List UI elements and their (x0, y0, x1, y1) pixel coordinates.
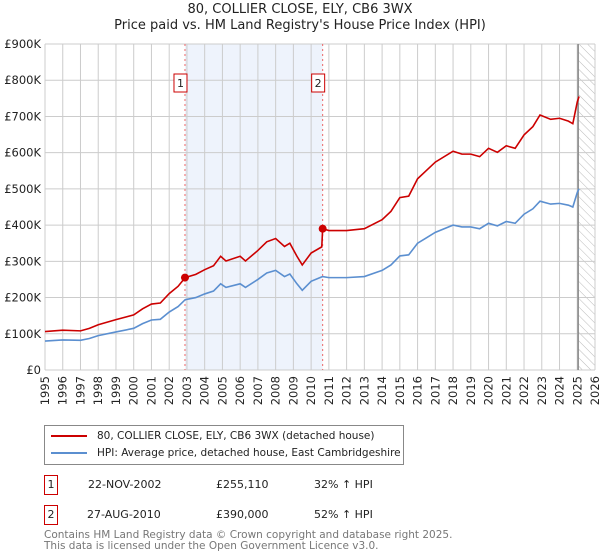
x-tick-label: 2004 (198, 376, 212, 405)
sale-label: 1 (177, 77, 184, 90)
x-tick-label: 2011 (322, 376, 336, 405)
y-tick-label: £500K (4, 182, 41, 196)
y-tick-label: £0 (26, 363, 41, 377)
y-tick-label: £300K (4, 254, 41, 268)
x-tick-label: 2013 (357, 376, 371, 405)
x-tick-label: 2021 (499, 376, 513, 405)
transaction-marker: 1 (44, 475, 58, 495)
footer-licence: This data is licensed under the Open Gov… (44, 540, 379, 552)
x-tick-label: 2014 (375, 376, 389, 405)
sale-label: 2 (315, 77, 322, 90)
x-tick-label: 2002 (162, 376, 176, 405)
x-tick-label: 2020 (482, 376, 496, 405)
sale-point (318, 224, 327, 233)
legend-item-hpi: HPI: Average price, detached house, East… (51, 447, 401, 459)
legend-swatch-blue (51, 452, 87, 454)
transaction-price: £390,000 (216, 508, 269, 521)
transaction-hpi-change: 32% ↑ HPI (314, 478, 373, 491)
x-tick-label: 1997 (73, 376, 87, 405)
transaction-date: 27-AUG-2010 (87, 508, 161, 521)
transaction-date: 22-NOV-2002 (88, 478, 162, 491)
transaction-price: £255,110 (216, 478, 269, 491)
x-tick-label: 2005 (215, 376, 229, 405)
x-tick-label: 2008 (269, 376, 283, 405)
x-tick-label: 1998 (91, 376, 105, 405)
y-tick-label: £700K (4, 109, 41, 123)
hpi-line (44, 188, 580, 342)
legend-label: HPI: Average price, detached house, East… (97, 447, 401, 459)
sale-point (180, 273, 189, 282)
x-tick-label: 2015 (393, 376, 407, 405)
y-tick-label: £900K (4, 37, 41, 51)
x-tick-label: 2012 (340, 376, 354, 405)
transaction-marker: 2 (44, 505, 58, 525)
x-tick-label: 2001 (144, 376, 158, 405)
y-tick-label: £100K (4, 327, 41, 341)
x-tick-label: 2022 (517, 376, 531, 405)
footer-copyright: Contains HM Land Registry data © Crown c… (44, 529, 453, 541)
x-tick-label: 2025 (570, 376, 584, 405)
future-hatch (578, 44, 595, 370)
legend-swatch-red (51, 435, 87, 437)
sale-label-box (173, 73, 188, 93)
property-price-line (44, 96, 580, 333)
transaction-row: 1 22-NOV-2002 £255,110 32% ↑ HPI (44, 475, 444, 495)
x-tick-label: 2006 (233, 376, 247, 405)
legend-label: 80, COLLIER CLOSE, ELY, CB6 3WX (detache… (97, 430, 375, 442)
x-tick-label: 2003 (180, 376, 194, 405)
transaction-hpi-change: 52% ↑ HPI (314, 508, 373, 521)
x-tick-label: 2010 (304, 376, 318, 405)
x-tick-label: 2023 (535, 376, 549, 405)
x-tick-label: 1995 (38, 376, 52, 405)
x-tick-label: 2017 (428, 376, 442, 405)
y-tick-label: £800K (4, 73, 41, 87)
chart-title: 80, COLLIER CLOSE, ELY, CB6 3WX (187, 2, 413, 17)
transaction-row: 2 27-AUG-2010 £390,000 52% ↑ HPI (44, 505, 444, 525)
footer: Contains HM Land Registry data © Crown c… (44, 530, 452, 552)
x-tick-label: 1996 (56, 376, 70, 405)
legend: 80, COLLIER CLOSE, ELY, CB6 3WX (detache… (44, 425, 404, 465)
y-tick-label: £600K (4, 146, 41, 160)
x-tick-label: 2016 (411, 376, 425, 405)
x-tick-label: 1999 (109, 376, 123, 405)
x-tick-label: 2018 (446, 376, 460, 405)
x-tick-label: 2000 (127, 376, 141, 405)
x-tick-label: 2024 (553, 376, 567, 405)
legend-item-property: 80, COLLIER CLOSE, ELY, CB6 3WX (detache… (51, 430, 375, 442)
sale-period-shading (184, 44, 323, 370)
x-tick-label: 2019 (464, 376, 478, 405)
x-tick-label: 2026 (588, 376, 600, 405)
y-tick-label: £400K (4, 218, 41, 232)
price-chart: 1995 1996 1997 1998 1999 2000 2001 2002 2003 2004… (4, 37, 600, 405)
sale-label-box (311, 73, 326, 93)
x-tick-label: 2009 (286, 376, 300, 405)
chart-subtitle: Price paid vs. HM Land Registry's House … (114, 18, 486, 33)
x-tick-label: 2007 (251, 376, 265, 405)
y-tick-label: £200K (4, 291, 41, 305)
